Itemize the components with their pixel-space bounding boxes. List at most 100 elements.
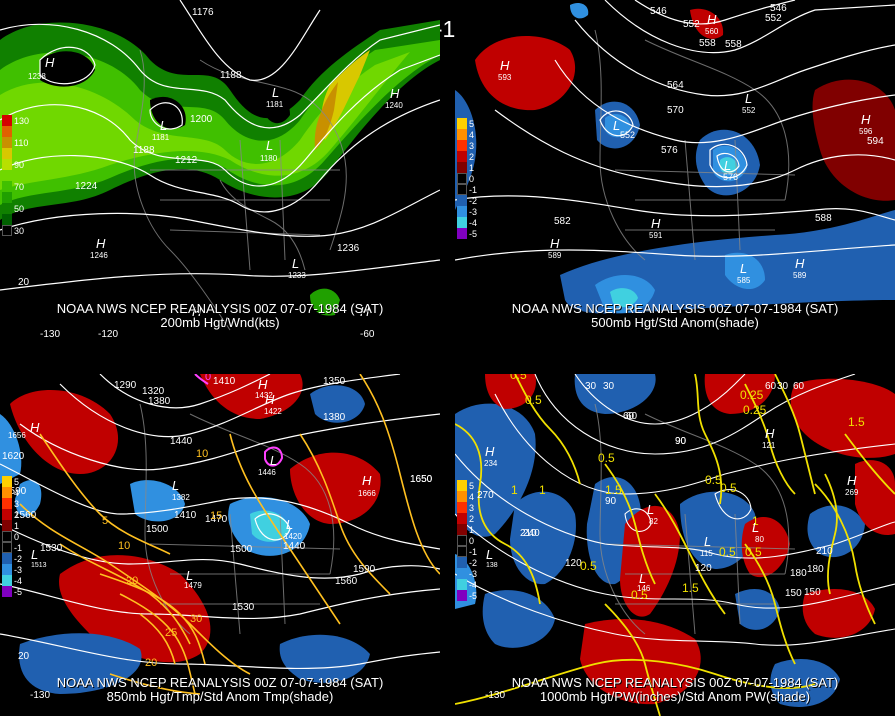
legend-row: 5 <box>457 118 491 129</box>
pw-label: 0.5 <box>705 473 722 487</box>
pw-label: 1 <box>752 514 759 528</box>
legend-swatch <box>2 203 12 214</box>
center-value: 1513 <box>31 562 47 569</box>
legend-label: 110 <box>14 137 29 148</box>
contour-label: 1410 <box>213 376 236 387</box>
legend-row: -4 <box>2 575 36 586</box>
center-letter: L <box>745 91 752 106</box>
pw-label: 1.5 <box>848 415 865 429</box>
legend-label: 2 <box>469 151 475 162</box>
center-value: 589 <box>793 271 807 280</box>
pressure-centers: H 1656 H 1432 H 1666 L 1382 L 1446 L 142… <box>8 377 376 590</box>
center-value: 585 <box>737 276 751 285</box>
center-letter: H <box>651 216 661 231</box>
pw-label: 0.25 <box>743 403 767 417</box>
contour-label: 210 <box>816 546 833 557</box>
legend-label: 4 <box>469 129 475 140</box>
contour-label: 1350 <box>323 376 346 387</box>
legend-row: 4 <box>2 487 36 498</box>
contour-label: 150 <box>785 588 802 599</box>
legend-row: 130 <box>2 115 36 126</box>
legend-label: -4 <box>469 579 478 590</box>
legend-label: 4 <box>469 491 475 502</box>
contour-label: 180 <box>790 568 807 579</box>
legend-swatch <box>457 118 467 129</box>
center-letter: L <box>613 118 620 133</box>
legend-row: -1 <box>2 542 36 553</box>
contour-label: 1224 <box>75 181 98 192</box>
panel-500mb: 546 552 558 564 570 576 582 588 594 546 … <box>455 0 895 342</box>
contour-label: 210 <box>520 528 537 539</box>
legend-swatch <box>2 509 12 520</box>
center-value: 552 <box>620 130 635 140</box>
center-letter: L <box>752 520 759 535</box>
legend-label: 130 <box>14 115 30 126</box>
legend-swatch <box>457 217 467 228</box>
legend-swatch <box>2 564 12 575</box>
pw-label: 1 <box>511 483 518 497</box>
legend-row: 5 <box>2 476 36 487</box>
legend-label: -1 <box>469 184 478 195</box>
center-letter: H <box>45 55 55 70</box>
panel-200mb: 20 -130 -120 -60 1176 1188 1200 1212 122… <box>0 0 440 342</box>
panel-subtitle: 850mb Hgt/Tmp/Std Anom Tmp(shade) <box>106 689 334 704</box>
center-letter: L <box>186 568 193 583</box>
legend-row: -5 <box>457 590 491 601</box>
legend-swatch <box>457 502 467 513</box>
center-value: 1446 <box>258 468 276 477</box>
legend-row: 90 <box>2 159 36 170</box>
pw-label: 0.5 <box>631 588 648 602</box>
legend-swatch <box>2 575 12 586</box>
legend-label: 3 <box>469 502 475 513</box>
center-value: 1420 <box>284 532 302 541</box>
contour-label: 1650 <box>410 474 433 485</box>
contour-label: 1290 <box>114 380 137 391</box>
legend-label: -3 <box>469 568 478 579</box>
axis-label: -60 <box>360 329 375 340</box>
legend-row: 3 <box>2 498 36 509</box>
legend-row: -2 <box>457 195 491 206</box>
legend-label: -1 <box>14 542 23 553</box>
legend-row: 30 <box>2 225 36 236</box>
center-value: 138 <box>486 562 498 569</box>
contour-label: 1440 <box>283 541 306 552</box>
contour-label: 1380 <box>148 396 171 407</box>
panel-subtitle: 1000mb Hgt/PW(inches)/Std Anom PW(shade) <box>539 689 811 704</box>
legend-row: 0 <box>457 535 491 546</box>
legend-row: -3 <box>2 564 36 575</box>
contour-label: 1620 <box>2 451 25 462</box>
legend-swatch <box>2 137 12 148</box>
panel-caption: NOAA NWS NCEP REANALYSIS 00Z 07-07-1984 … <box>56 301 384 316</box>
legend-row: 3 <box>457 140 491 151</box>
legend-row: 2 <box>457 513 491 524</box>
contour-label: 90 <box>675 436 687 447</box>
center-value: 121 <box>762 441 776 450</box>
legend-row <box>2 148 36 159</box>
contour-label: 588 <box>815 213 832 224</box>
contour-label: 30 <box>603 381 615 392</box>
contour-label: 546 <box>650 6 667 17</box>
legend-row: 70 <box>2 181 36 192</box>
pw-label: 0.5 <box>525 393 542 407</box>
axis-label: 20 <box>18 651 30 662</box>
legend-label: -4 <box>14 575 23 586</box>
center-value: 593 <box>498 73 512 82</box>
center-value: 1246 <box>90 251 108 260</box>
map-850mb: 1290 1320 1380 1410 1350 1380 1440 1620 … <box>0 374 440 701</box>
legend-label: -5 <box>469 590 478 601</box>
center-letter: L <box>704 534 711 549</box>
legend-swatch <box>457 590 467 601</box>
center-letter: H <box>485 444 495 459</box>
panel-1000mb: 30 60 90 120 150 180 210 240 270 30 60 9… <box>455 374 895 716</box>
center-value: 1180 <box>260 154 278 163</box>
contour-label: 1500 <box>146 524 169 535</box>
legend-row: 2 <box>2 509 36 520</box>
legend-row: -1 <box>457 184 491 195</box>
legend-row: 0 <box>457 173 491 184</box>
contour-label: 1470 <box>205 514 228 525</box>
axis-label: 20 <box>18 277 30 288</box>
legend-label: -4 <box>469 217 478 228</box>
legend-swatch <box>457 140 467 151</box>
temp-label: 10 <box>196 448 208 460</box>
legend-label: 30 <box>14 225 25 236</box>
